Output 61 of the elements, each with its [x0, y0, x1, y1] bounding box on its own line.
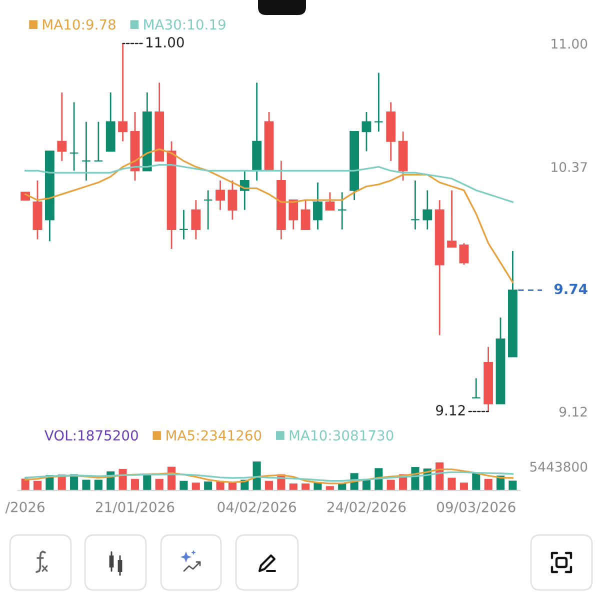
candlestick — [179, 209, 188, 240]
x-tick-label: 04/02/2026 — [218, 502, 296, 514]
candlestick — [362, 111, 372, 152]
bar — [155, 478, 164, 490]
bar — [448, 478, 456, 490]
x-tick-label: 24/02/2026 — [327, 502, 406, 514]
y-tick-label: 10.37 — [552, 162, 587, 172]
candlestick — [337, 192, 347, 230]
bar — [192, 482, 200, 490]
candlestick — [288, 199, 298, 230]
annotation: 11.00 — [146, 37, 184, 48]
text: 5443800 — [530, 462, 588, 472]
line-series — [24, 164, 514, 203]
candlestick — [82, 121, 91, 182]
candlestick — [203, 190, 213, 230]
bar — [130, 478, 139, 490]
bar — [472, 473, 480, 490]
legend-label: MA30:10.19 — [144, 19, 226, 30]
legend-label: MA10:9.78 — [42, 19, 116, 30]
legend-label: MA5:2341260 — [166, 430, 262, 441]
y-tick-label: 9.12 — [559, 406, 587, 417]
candlestick — [191, 199, 201, 240]
annotation: 9.12 — [436, 405, 465, 416]
candlestick — [94, 121, 104, 162]
line-series — [24, 148, 514, 284]
candlestick — [422, 190, 432, 230]
candlestick — [118, 42, 128, 142]
bar — [386, 480, 395, 490]
bar — [82, 480, 90, 490]
bar — [216, 481, 224, 490]
bar — [180, 480, 188, 490]
candlestick — [410, 180, 420, 230]
bar — [289, 483, 298, 490]
bar — [264, 480, 274, 490]
candlestick — [325, 192, 335, 211]
bar — [33, 480, 42, 490]
candlestick — [228, 180, 238, 220]
legend-label: MA10:3081730 — [290, 430, 394, 441]
bar — [94, 480, 102, 490]
candlestick — [216, 180, 225, 211]
bar — [252, 462, 261, 490]
candlestick — [459, 242, 469, 266]
candlestick — [471, 378, 481, 398]
bar — [508, 480, 517, 490]
candlestick — [57, 92, 67, 162]
bar — [326, 486, 334, 490]
bar — [204, 481, 212, 490]
bar — [484, 478, 492, 490]
x-tick-label: /2026 — [5, 502, 44, 514]
candlestick — [69, 102, 79, 172]
x-tick-label: 09/03/2026 — [437, 502, 516, 514]
candlestick — [313, 182, 322, 230]
candlestick — [447, 190, 456, 248]
text: VOL:1875200 — [44, 430, 138, 441]
candlestick — [300, 199, 310, 230]
y-tick-label: 11.00 — [552, 38, 588, 49]
candlestick — [374, 72, 384, 132]
x-tick-label: 21/01/2026 — [96, 502, 174, 514]
bar — [302, 483, 310, 490]
bar — [460, 482, 468, 490]
ref-line-label: 9.74 — [554, 284, 588, 294]
